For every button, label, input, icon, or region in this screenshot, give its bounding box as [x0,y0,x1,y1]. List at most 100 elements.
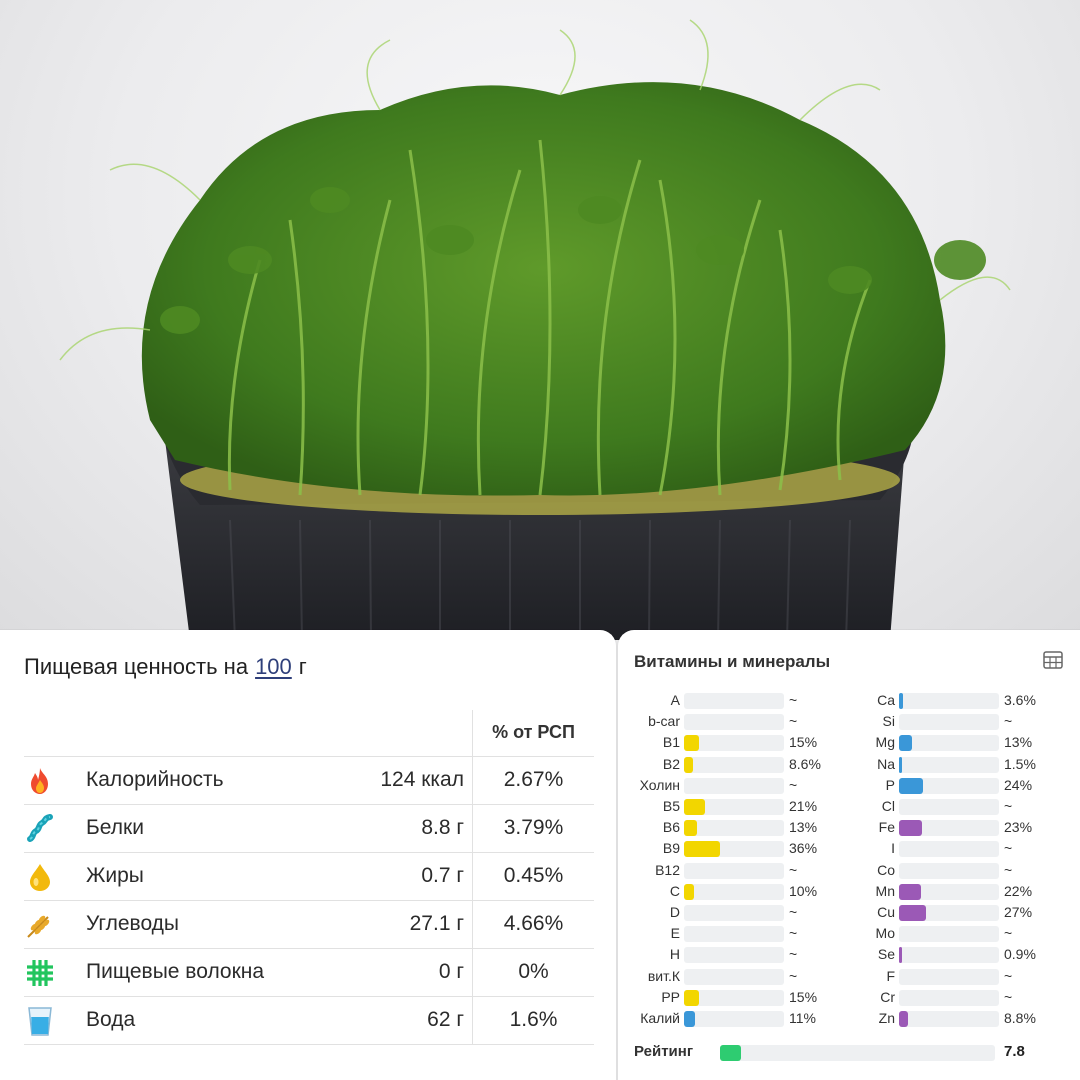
nutrient-bar [684,799,784,815]
nutrient-bar [684,1011,784,1027]
nutrient-percent: 1.5% [1004,755,1036,772]
nutrient-percent: ~ [1004,861,1013,878]
rating-bar [720,1045,995,1061]
pct-column-header: % от РСП [492,722,575,742]
nutrient-bar-fill [899,883,921,900]
table-view-icon[interactable] [1043,651,1063,669]
nutrition-row-fats: Жиры 0.7 г 0.45% [24,853,594,901]
nutrient-percent: ~ [1004,967,1013,984]
nutrient-bar-fill [899,693,903,709]
nutrient-value: 124 ккал [380,768,464,791]
nutrient-percent: ~ [789,946,798,963]
nutrient-percent: ~ [1004,840,1013,857]
nutrient-percent: ~ [789,713,798,730]
nutrient-label: Mn [875,882,895,899]
nutrient-value: 27.1 г [409,912,464,935]
nutrient-bar [899,735,999,752]
nutrient-bar [899,777,999,794]
nutrient-bar [684,947,784,964]
rating-value: 7.8 [1004,1043,1025,1060]
nutrient-bar [899,820,999,837]
nutrient-percent: 15% [789,734,818,751]
nutrient-label: B2 [662,755,680,772]
nutrient-percent: 3.6% [1004,692,1036,708]
nutrient-label: Mg [875,734,895,751]
microgreens-illustration [59,19,1011,640]
nutrient-pct: 1.6% [509,1008,558,1031]
nutrient-label: PP [661,988,680,1005]
nutrient-bar [899,968,999,985]
nutrient-percent: ~ [1004,798,1013,814]
nutrient-percent: ~ [1004,925,1013,942]
oil-drop-icon [30,864,50,891]
nutrient-label: D [669,904,680,920]
nutrient-percent: ~ [1004,713,1013,730]
nutrient-percent: 36% [789,840,818,857]
nutrient-percent: 15% [789,988,818,1005]
nutrient-percent: ~ [789,861,798,878]
nutrient-bar-fill [899,735,912,752]
fiber-grid-icon [27,960,53,986]
nutrient-pct: 0% [518,960,549,983]
nutrient-bar-fill [899,820,922,837]
nutrient-name: Белки [86,816,144,839]
nutrient-percent: ~ [789,967,798,984]
nutrient-percent: ~ [1004,988,1013,1005]
nutrient-label: F [886,967,895,984]
nutrient-label: Cl [881,798,895,814]
nutrient-label: Si [882,713,895,730]
nutrient-name: Калорийность [86,768,224,791]
nutrient-bar [684,989,784,1006]
nutrient-bar-fill [684,820,697,837]
nutrient-label: B9 [662,840,680,857]
nutrient-percent: ~ [789,692,798,708]
nutrient-label: вит.К [647,967,680,984]
nutrient-bar [899,862,999,879]
nutrient-bar [684,883,784,900]
nutrient-label: Ca [877,692,895,708]
rating-bar-fill [720,1045,742,1061]
nutrient-percent: 11% [789,1010,816,1026]
nutrition-title: Пищевая ценность на 100 г [24,654,307,680]
nutrient-label: I [891,840,895,857]
nutrient-bar [684,735,784,752]
nutrient-bar [899,926,999,943]
nutrient-label: C [669,882,680,899]
nutrient-bar [684,714,784,731]
nutrient-bar [899,883,999,900]
nutrient-bar [684,905,784,921]
nutrient-label: Калий [640,1010,680,1026]
nutrient-bar [899,693,999,709]
nutrient-bar [899,756,999,773]
nutrient-label: Zn [878,1010,895,1026]
nutrient-percent: 27% [1004,904,1033,920]
nutrient-label: Холин [639,776,680,793]
nutrient-bar-fill [684,883,694,900]
nutrient-bar-fill [899,947,902,964]
nutrient-value: 0.7 г [421,864,464,887]
nutrient-value: 62 г [427,1008,464,1031]
nutrient-label: Cu [877,904,895,920]
nutrient-label: B12 [655,861,680,878]
fire-icon [31,768,48,794]
nutrient-bar [899,841,999,858]
wheat-icon [27,915,50,938]
nutrient-bar [899,905,999,921]
nutrient-bar [684,968,784,985]
nutrient-value: 0 г [438,960,464,983]
nutrient-bar [684,862,784,879]
nutrient-bar-fill [684,989,699,1006]
portion-amount-link[interactable]: 100 [255,654,292,679]
nutrient-bar [684,820,784,837]
nutrient-label: b-car [648,713,680,730]
nutrient-label: B5 [662,798,680,814]
nutrient-bar [684,693,784,709]
nutrient-name: Пищевые волокна [86,960,265,983]
nutrient-bar [899,1011,999,1027]
nutrient-bar-fill [684,756,693,773]
nutrient-name: Углеводы [86,912,180,935]
nutrient-label: Fe [878,819,895,836]
nutrition-row-fiber: Пищевые волокна 0 г 0% [24,949,594,997]
nutrient-name: Жиры [86,864,144,887]
nutrient-bar [684,841,784,858]
